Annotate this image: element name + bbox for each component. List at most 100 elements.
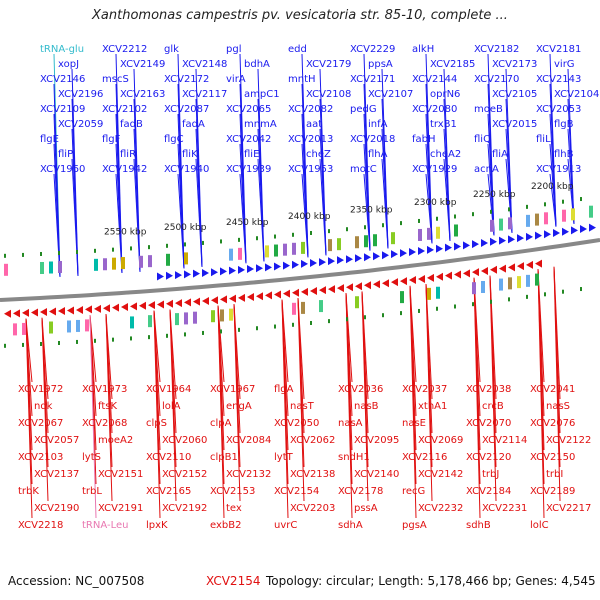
gene-label[interactable]: XCV2163 — [120, 89, 165, 100]
gene-label[interactable]: XCV2087 — [164, 104, 209, 115]
gene-label[interactable]: trbK — [18, 486, 39, 497]
reverse-gene-arrow[interactable] — [283, 289, 290, 298]
gene-label[interactable]: oprN6 — [430, 89, 460, 100]
gene-label[interactable]: fabH — [412, 134, 436, 145]
gene-label[interactable]: XCV1939 — [226, 164, 271, 175]
gene-label[interactable]: fadB — [120, 119, 143, 130]
forward-gene-arrow[interactable] — [292, 260, 299, 269]
forward-gene-arrow[interactable] — [544, 230, 551, 239]
forward-gene-arrow[interactable] — [328, 257, 335, 266]
gene-label[interactable]: virG — [554, 59, 575, 70]
reverse-gene-arrow[interactable] — [526, 260, 533, 269]
gene-label[interactable]: XCV2082 — [288, 104, 333, 115]
gene-label[interactable]: flhB — [554, 149, 574, 160]
gene-label[interactable]: cheZ — [306, 149, 331, 160]
forward-gene-arrow[interactable] — [346, 255, 353, 264]
gene-label[interactable]: nasE — [402, 418, 426, 429]
gene-label[interactable]: XCV2069 — [418, 435, 463, 446]
gene-label[interactable]: XCV2109 — [40, 104, 85, 115]
gene-label[interactable]: XCV2105 — [492, 89, 537, 100]
gene-label[interactable]: XCV2146 — [40, 74, 85, 85]
gene-label[interactable]: edd — [288, 44, 307, 55]
forward-gene-arrow[interactable] — [211, 268, 218, 277]
reverse-gene-arrow[interactable] — [13, 309, 20, 318]
gene-label[interactable]: XCV2196 — [58, 89, 103, 100]
reverse-gene-arrow[interactable] — [328, 285, 335, 294]
reverse-gene-arrow[interactable] — [94, 304, 101, 313]
reverse-gene-arrow[interactable] — [337, 284, 344, 293]
reverse-gene-arrow[interactable] — [256, 292, 263, 301]
forward-gene-arrow[interactable] — [301, 259, 308, 268]
gene-label[interactable]: XCV2191 — [98, 503, 143, 514]
gene-label[interactable]: clpA — [210, 418, 232, 429]
gene-label[interactable]: XCV2036 — [338, 384, 383, 395]
gene-label[interactable]: ppsA — [368, 59, 393, 70]
gene-label[interactable]: XCV2080 — [412, 104, 457, 115]
forward-gene-arrow[interactable] — [517, 234, 524, 243]
gene-label[interactable]: sndH1 — [338, 452, 370, 463]
gene-label[interactable]: XCV2203 — [290, 503, 335, 514]
forward-gene-arrow[interactable] — [337, 256, 344, 265]
gene-label[interactable]: exbB2 — [210, 520, 241, 531]
gene-label[interactable]: pgl — [226, 44, 241, 55]
reverse-gene-arrow[interactable] — [418, 274, 425, 283]
gene-label[interactable]: XCV1929 — [412, 164, 457, 175]
forward-gene-arrow[interactable] — [319, 258, 326, 267]
gene-label[interactable]: XCV2192 — [162, 503, 207, 514]
forward-gene-arrow[interactable] — [247, 265, 254, 274]
forward-gene-arrow[interactable] — [382, 251, 389, 260]
gene-label[interactable]: tRNA-glu — [40, 44, 84, 55]
reverse-gene-arrow[interactable] — [121, 303, 128, 312]
gene-label[interactable]: engA — [226, 401, 252, 412]
reverse-gene-arrow[interactable] — [454, 270, 461, 279]
gene-label[interactable]: XCV2212 — [102, 44, 147, 55]
forward-gene-arrow[interactable] — [490, 237, 497, 246]
gene-label[interactable]: glk — [164, 44, 179, 55]
gene-label[interactable]: XCV2170 — [474, 74, 519, 85]
gene-label[interactable]: XCV2152 — [162, 469, 207, 480]
gene-label[interactable]: XCV2217 — [546, 503, 591, 514]
reverse-gene-arrow[interactable] — [49, 307, 56, 316]
forward-gene-arrow[interactable] — [310, 258, 317, 267]
forward-gene-arrow[interactable] — [238, 265, 245, 274]
reverse-gene-arrow[interactable] — [292, 288, 299, 297]
gene-label[interactable]: lytT — [274, 452, 294, 463]
gene-label[interactable]: cheA2 — [430, 149, 461, 160]
gene-label[interactable]: aat — [306, 119, 322, 130]
forward-gene-arrow[interactable] — [373, 252, 380, 261]
forward-gene-arrow[interactable] — [283, 261, 290, 270]
gene-label[interactable]: trxB1 — [430, 119, 457, 130]
gene-label[interactable]: XCV2038 — [466, 384, 511, 395]
reverse-gene-arrow[interactable] — [112, 303, 119, 312]
reverse-gene-arrow[interactable] — [472, 268, 479, 277]
reverse-gene-arrow[interactable] — [436, 272, 443, 281]
reverse-gene-arrow[interactable] — [4, 309, 11, 318]
highlighted-gene-label[interactable]: XCV2154 — [206, 574, 261, 588]
gene-label[interactable]: sdhB — [466, 520, 491, 531]
reverse-gene-arrow[interactable] — [346, 283, 353, 292]
gene-label[interactable]: XCV2190 — [34, 503, 79, 514]
gene-label[interactable]: XCV2120 — [466, 452, 511, 463]
gene-label[interactable]: XCV2053 — [536, 104, 581, 115]
gene-label[interactable]: flgF — [102, 134, 121, 145]
forward-gene-arrow[interactable] — [400, 249, 407, 258]
reverse-gene-arrow[interactable] — [130, 302, 137, 311]
reverse-gene-arrow[interactable] — [445, 271, 452, 280]
reverse-gene-arrow[interactable] — [382, 279, 389, 288]
gene-label[interactable]: motC — [350, 164, 377, 175]
gene-label[interactable]: XCV2057 — [34, 435, 79, 446]
gene-label[interactable]: XCV2015 — [492, 119, 537, 130]
forward-gene-arrow[interactable] — [274, 262, 281, 271]
forward-gene-arrow[interactable] — [472, 240, 479, 249]
gene-label[interactable]: fliK — [182, 149, 198, 160]
reverse-gene-arrow[interactable] — [166, 299, 173, 308]
gene-label[interactable]: XCV2084 — [226, 435, 271, 446]
gene-label[interactable]: XCV2062 — [290, 435, 335, 446]
forward-gene-arrow[interactable] — [508, 235, 515, 244]
forward-gene-arrow[interactable] — [265, 263, 272, 272]
forward-gene-arrow[interactable] — [202, 268, 209, 277]
gene-label[interactable]: XCV2076 — [530, 418, 575, 429]
forward-gene-arrow[interactable] — [364, 253, 371, 262]
gene-label[interactable]: XCV2185 — [430, 59, 475, 70]
gene-label[interactable]: XCV2110 — [146, 452, 191, 463]
